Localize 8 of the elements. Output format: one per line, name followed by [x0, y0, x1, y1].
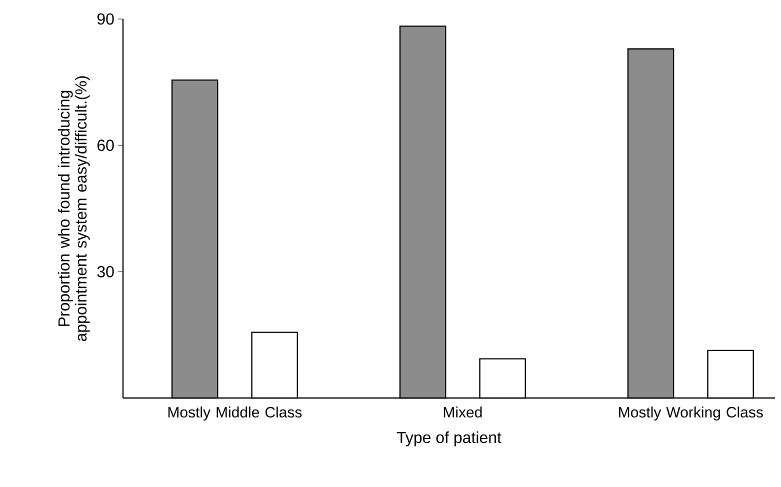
y-tick-label: 60	[97, 140, 114, 152]
y-axis-title: Proportion who found introducing appointment system easy/difficult.(%)	[58, 76, 90, 342]
x-tick-label: Mixed	[444, 406, 482, 418]
x-tick-label: Mostly Middle Class	[168, 406, 302, 421]
x-tick-label: Mostly Working Class	[619, 406, 763, 421]
y-tick-label: 90	[97, 13, 114, 25]
x-axis-title: Type of patient	[396, 431, 502, 446]
y-tick-label: 30	[97, 266, 114, 278]
